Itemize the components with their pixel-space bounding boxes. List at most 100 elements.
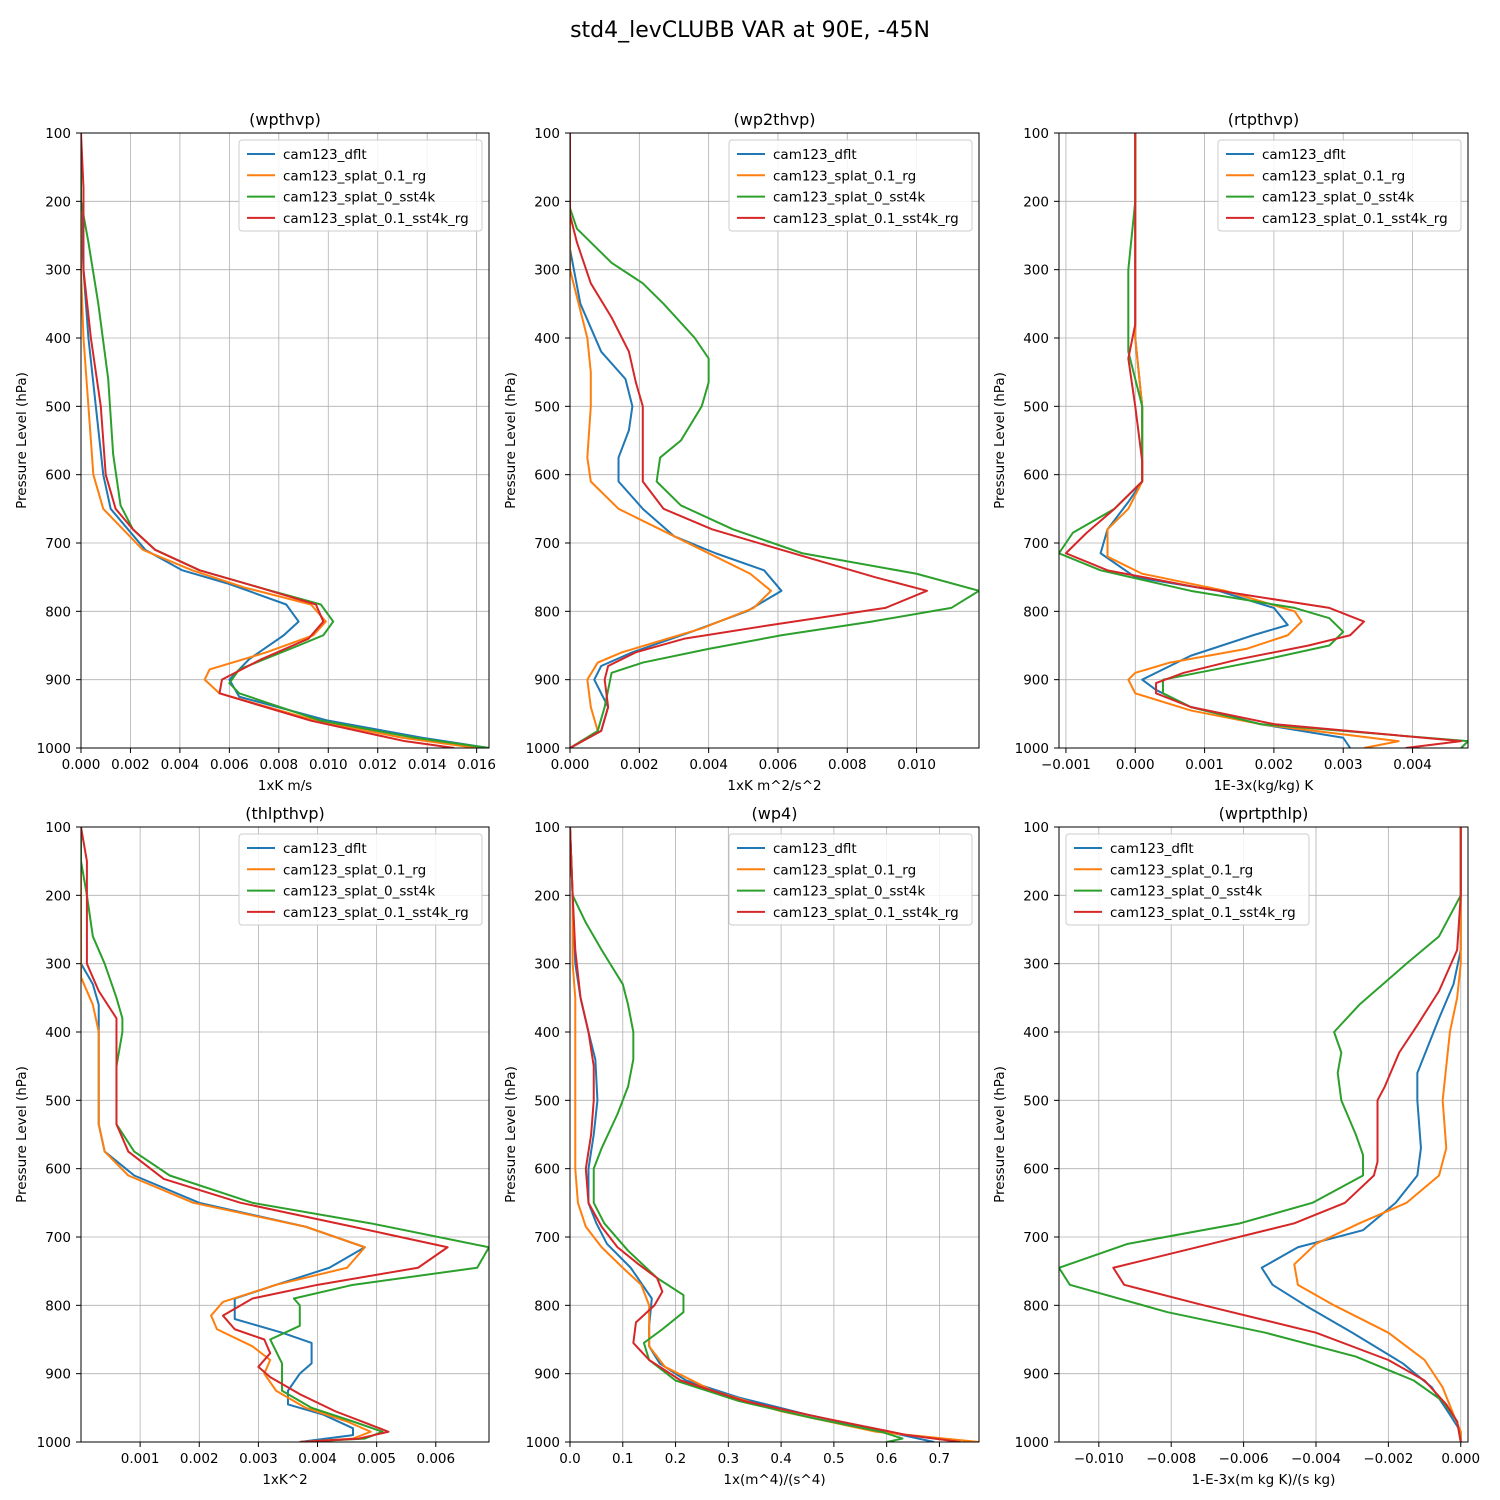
x-tick-label: 0.3	[718, 1451, 739, 1467]
y-tick-label: 1000	[37, 741, 71, 757]
x-tick-label: 0.000	[1116, 757, 1155, 773]
subplot-5: 0.0 0.1 0.2 0.3 0.4 0.5 0.6 0.7 100 200 300 400 500 6…	[503, 804, 980, 1488]
legend-label: cam123_splat_0_sst4k	[1262, 190, 1414, 206]
y-tick-label: 900	[45, 1367, 71, 1383]
y-tick-label: 100	[1023, 126, 1049, 142]
y-tick-label: 100	[534, 126, 560, 142]
legend: cam123_dflt cam123_splat_0.1_rg cam123_spl…	[238, 139, 483, 232]
legend-label: cam123_splat_0_sst4k	[283, 190, 435, 206]
legend-label: cam123_splat_0_sst4k	[773, 190, 925, 206]
axes-frame	[80, 826, 490, 1443]
y-tick-label: 800	[45, 604, 71, 620]
y-tick-label: 200	[45, 888, 71, 904]
series-line-cam123_splat_0_sst4k	[1059, 133, 1468, 748]
y-tick-label: 100	[1023, 820, 1049, 836]
y-tick-label: 700	[1023, 1230, 1049, 1246]
legend-box	[1217, 139, 1462, 232]
series-group	[1059, 133, 1468, 748]
y-tick-label: 200	[1023, 194, 1049, 210]
x-tick-label: 0.003	[1324, 757, 1363, 773]
x-tick-label: 0.002	[111, 757, 150, 773]
y-tick-label: 500	[1023, 1093, 1049, 1109]
series-group	[1059, 827, 1462, 1442]
legend-label: cam123_splat_0.1_sst4k_rg	[773, 211, 959, 227]
y-tick-label: 400	[534, 331, 560, 347]
subplot-title: (rtpthvp)	[1228, 110, 1300, 129]
series-line-cam123_splat_0.1_sst4k_rg	[1112, 827, 1462, 1442]
x-tick-label: 0.008	[828, 757, 867, 773]
legend-label: cam123_splat_0_sst4k	[773, 884, 925, 900]
y-tick-label: 500	[534, 1093, 560, 1109]
x-tick-label: 0.002	[620, 757, 659, 773]
axes-frame	[569, 132, 980, 749]
x-tick-label: 0.006	[210, 757, 249, 773]
y-tick-label: 900	[1023, 673, 1049, 689]
subplot-title: (wp4)	[752, 804, 798, 823]
series-line-cam123_splat_0_sst4k	[81, 827, 489, 1442]
series-line-cam123_splat_0.1_sst4k_rg	[570, 133, 929, 748]
legend-label: cam123_dflt	[1110, 841, 1194, 857]
y-axis-label: Pressure Level (hPa)	[14, 1066, 30, 1203]
x-tick-label: 0.7	[929, 1451, 950, 1467]
x-tick-label: 0.004	[161, 757, 200, 773]
x-tick-label: 0.000	[551, 757, 590, 773]
series-line-cam123_splat_0.1_sst4k_rg	[1064, 133, 1463, 748]
series-line-cam123_splat_0.1_sst4k_rg	[81, 827, 449, 1442]
legend-box	[238, 139, 483, 232]
series-line-cam123_splat_0.1_rg	[570, 827, 979, 1442]
y-tick-label: 600	[45, 1162, 71, 1178]
y-tick-label: 1000	[1015, 1435, 1049, 1451]
legend: cam123_dflt cam123_splat_0.1_rg cam123_spl…	[238, 833, 483, 926]
y-tick-label: 200	[534, 194, 560, 210]
y-tick-label: 900	[1023, 1367, 1049, 1383]
y-axis-label: Pressure Level (hPa)	[503, 1066, 519, 1203]
y-tick-label: 100	[45, 820, 71, 836]
legend-label: cam123_splat_0.1_sst4k_rg	[283, 211, 469, 227]
y-tick-label: 700	[45, 536, 71, 552]
y-tick-label: 300	[45, 263, 71, 279]
legend-label: cam123_splat_0_sst4k	[1110, 884, 1262, 900]
y-tick-label: 800	[534, 1298, 560, 1314]
y-tick-label: 400	[1023, 1025, 1049, 1041]
y-tick-label: 400	[45, 1025, 71, 1041]
legend-label: cam123_splat_0.1_rg	[773, 862, 916, 878]
x-tick-label: 0.001	[121, 1451, 160, 1467]
x-axis-label: 1xK m^2/s^2	[727, 778, 821, 794]
series-line-cam123_splat_0.1_rg	[570, 133, 773, 748]
legend-label: cam123_splat_0.1_rg	[1262, 168, 1405, 184]
x-tick-label: 0.016	[457, 757, 496, 773]
y-tick-label: 300	[534, 957, 560, 973]
y-tick-label: 800	[45, 1298, 71, 1314]
subplot-4: 0.001 0.002 0.003 0.004 0.005 0.006 100 200 300 4…	[14, 804, 490, 1488]
y-axis-label: Pressure Level (hPa)	[503, 372, 519, 509]
x-tick-label: 0.010	[897, 757, 936, 773]
y-tick-label: 500	[45, 1093, 71, 1109]
x-tick-label: 0.6	[876, 1451, 897, 1467]
subplot-2: 0.000 0.002 0.004 0.006 0.008 0.010 100 200 300 4…	[503, 110, 980, 794]
legend: cam123_dflt cam123_splat_0.1_rg cam123_spl…	[1065, 833, 1310, 926]
y-tick-label: 100	[534, 820, 560, 836]
y-tick-label: 500	[45, 399, 71, 415]
x-tick-label: 0.014	[408, 757, 447, 773]
axes-frame	[569, 826, 980, 1443]
subplot-title: (thlpthvp)	[245, 804, 325, 823]
y-tick-label: 600	[1023, 1162, 1049, 1178]
y-tick-label: 400	[534, 1025, 560, 1041]
y-tick-label: 700	[534, 1230, 560, 1246]
y-tick-label: 300	[534, 263, 560, 279]
subplot-title: (wp2thvp)	[734, 110, 816, 129]
legend-label: cam123_dflt	[773, 841, 857, 857]
axes-frame	[80, 132, 490, 749]
figure-title: std4_levCLUBB VAR at 90E, -45N	[570, 18, 930, 43]
legend-box	[728, 139, 973, 232]
y-tick-label: 600	[1023, 468, 1049, 484]
x-tick-label: 0.010	[309, 757, 348, 773]
legend-label: cam123_splat_0.1_rg	[283, 862, 426, 878]
legend-label: cam123_dflt	[283, 841, 367, 857]
y-tick-label: 800	[1023, 604, 1049, 620]
series-line-cam123_dflt	[81, 133, 489, 748]
y-tick-label: 400	[45, 331, 71, 347]
y-tick-label: 600	[534, 468, 560, 484]
y-tick-label: 1000	[37, 1435, 71, 1451]
series-group	[570, 133, 979, 748]
